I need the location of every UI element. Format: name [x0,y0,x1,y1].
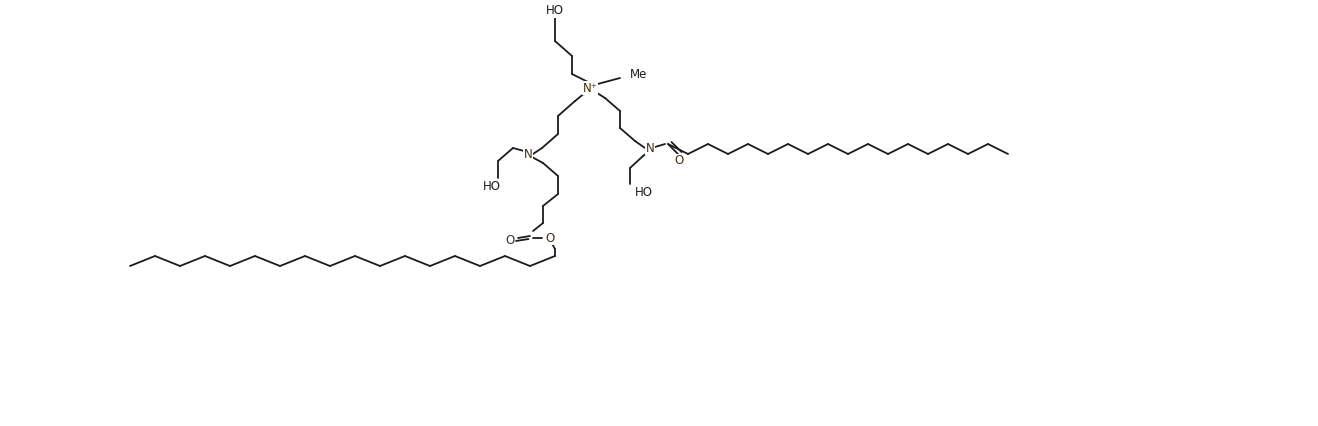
Text: Me: Me [630,69,647,81]
Text: N: N [646,141,654,155]
Text: N⁺: N⁺ [583,81,597,95]
Text: O: O [546,231,555,245]
Text: HO: HO [546,5,564,17]
Text: N: N [523,147,532,161]
Text: HO: HO [635,187,652,199]
Text: O: O [505,233,514,247]
Text: HO: HO [482,181,501,193]
Text: O: O [675,155,684,167]
